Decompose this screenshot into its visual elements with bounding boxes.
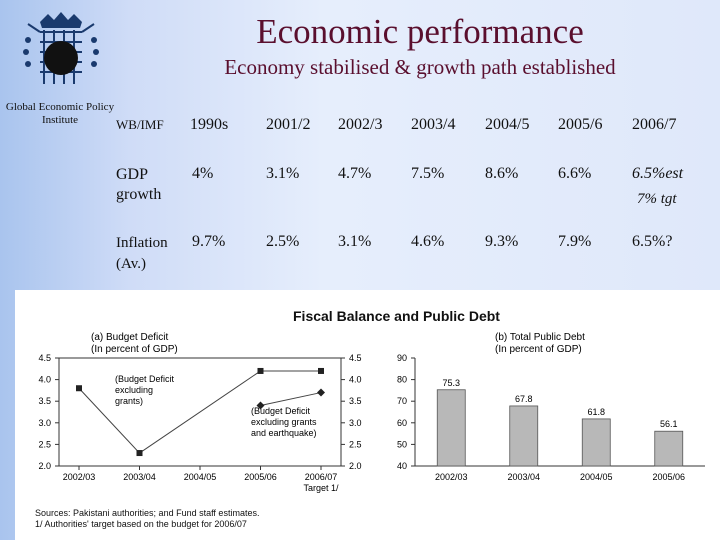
x-tick-label: 2004/05 — [580, 472, 613, 482]
table-header-cell: 2004/5 — [485, 116, 530, 133]
y-tick-label: 3.0 — [38, 418, 51, 428]
data-point — [76, 385, 82, 392]
y-tick-label: 2.0 — [349, 461, 362, 471]
table-cell: 2.5% — [266, 233, 300, 250]
chart-subtitle: (In percent of GDP) — [91, 344, 178, 355]
y-tick-label: 70 — [397, 396, 407, 406]
logo-caption: Global Economic Policy Institute — [5, 101, 115, 126]
table-header-cell: 2002/3 — [338, 116, 383, 133]
y-tick-label: 2.5 — [38, 439, 51, 449]
table-cell: 8.6% — [485, 165, 519, 182]
y-tick-label: 3.5 — [38, 396, 51, 406]
chart-subtitle: (In percent of GDP) — [495, 344, 582, 355]
y-tick-label: 4.5 — [38, 353, 51, 363]
row-label-inflation: Inflation (Av.) — [116, 235, 168, 272]
bar — [654, 430, 684, 467]
globe-icon — [44, 41, 78, 75]
y-tick-label: 4.0 — [349, 375, 362, 385]
series-line — [260, 392, 322, 407]
y-tick-label: 40 — [397, 461, 407, 471]
table-cell-note: 7% tgt — [637, 191, 677, 207]
y-tick-label: 3.5 — [349, 396, 362, 406]
logo-emblem — [23, 12, 99, 84]
data-label: 67.8 — [515, 394, 533, 404]
y-tick-label: 50 — [397, 439, 407, 449]
table-cell: 6.5%? — [632, 233, 673, 250]
data-label: 56.1 — [660, 419, 678, 429]
sources-text: Sources: Pakistani authorities; and Fund… — [35, 508, 260, 518]
series-label: (Budget Deficit — [115, 374, 175, 384]
page-title: Economic performance — [256, 12, 584, 51]
y-tick-label: 60 — [397, 418, 407, 428]
table-cell: 7.9% — [558, 233, 592, 250]
x-tick-label: 2006/07 — [305, 472, 338, 482]
data-label: 61.8 — [587, 407, 605, 417]
footnote-text: 1/ Authorities' target based on the budg… — [35, 519, 247, 529]
data-point — [317, 388, 325, 397]
x-tick-label: 2003/04 — [507, 472, 540, 482]
data-point — [257, 367, 264, 374]
table-header-cell: 1990s — [190, 116, 229, 133]
table-cell: 4.6% — [411, 233, 445, 250]
budget-deficit-chart: (a) Budget Deficit(In percent of GDP) 2.0… — [38, 332, 362, 493]
crown-icon — [40, 12, 82, 28]
y-tick-label: 90 — [397, 353, 407, 363]
x-tick-label: 2005/06 — [244, 472, 277, 482]
table-header-cell: 2005/6 — [558, 116, 603, 133]
y-tick-label: 2.0 — [38, 461, 51, 471]
row-label-gdp: GDP growth — [116, 166, 162, 203]
y-tick-label: 2.5 — [349, 439, 362, 449]
series-label: grants) — [115, 396, 143, 406]
table-cell: 3.1% — [338, 233, 372, 250]
bar — [581, 418, 611, 467]
page-subtitle: Economy stabilised & growth path establi… — [224, 55, 616, 79]
y-tick-label: 4.5 — [349, 353, 362, 363]
x-tick-label: 2004/05 — [184, 472, 217, 482]
table-header-cell: 2006/7 — [632, 116, 677, 133]
bar — [509, 405, 539, 467]
series-line — [78, 370, 321, 454]
data-point — [318, 367, 324, 374]
y-tick-label: 4.0 — [38, 375, 51, 385]
table-header-cell: 2001/2 — [266, 116, 311, 133]
series-label: excluding — [115, 385, 153, 395]
table-cell: 4% — [192, 165, 214, 182]
fiscal-panel: Fiscal Balance and Public Debt (a) Budge… — [15, 290, 720, 540]
chart-title: (a) Budget Deficit — [91, 332, 168, 343]
table-cell: 6.5%est — [632, 165, 684, 182]
data-point — [256, 401, 265, 410]
series-label: (Budget Deficit — [251, 406, 311, 416]
panel-title: Fiscal Balance and Public Debt — [293, 308, 500, 324]
x-tick-label: 2005/06 — [652, 472, 685, 482]
economic-table: WB/IMF 1990s 2001/2 2002/3 2003/4 2004/5… — [110, 105, 715, 275]
x-tick-note: Target 1/ — [303, 483, 339, 493]
table-header-label: WB/IMF — [116, 117, 164, 132]
chart-title: (b) Total Public Debt — [495, 332, 585, 343]
public-debt-chart: (b) Total Public Debt(In percent of GDP)… — [397, 332, 705, 482]
y-tick-label: 80 — [397, 375, 407, 385]
series-label: excluding grants — [251, 417, 317, 427]
x-tick-label: 2002/03 — [63, 472, 96, 482]
table-cell: 3.1% — [266, 165, 300, 182]
table-cell: 9.7% — [192, 233, 226, 250]
bar — [436, 389, 466, 467]
sources-note: Sources: Pakistani authorities; and Fund… — [35, 508, 259, 530]
table-cell: 7.5% — [411, 165, 445, 182]
series-label: and earthquake) — [251, 428, 317, 438]
table-cell: 9.3% — [485, 233, 519, 250]
x-tick-label: 2003/04 — [123, 472, 156, 482]
x-tick-label: 2002/03 — [435, 472, 468, 482]
data-point — [136, 450, 143, 457]
data-label: 75.3 — [442, 378, 460, 388]
table-cell: 4.7% — [338, 165, 372, 182]
table-cell: 6.6% — [558, 165, 592, 182]
table-header-cell: 2003/4 — [411, 116, 456, 133]
y-tick-label: 3.0 — [349, 418, 362, 428]
